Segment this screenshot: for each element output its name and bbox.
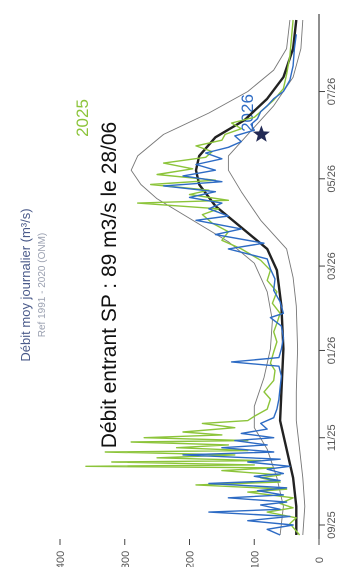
chart-title: Débit moy journalier (m³/s)	[18, 208, 33, 361]
value-tick-label-300: 300	[120, 551, 132, 567]
flow-annotation: Débit entrant SP : 89 m3/s le 28/06	[98, 122, 121, 448]
time-tick-label-11-25: 11/25	[326, 424, 338, 451]
time-tick-label-01-26: 01/26	[326, 337, 338, 365]
chart-subtitle: Ref 1991 - 2020 (ONM)	[37, 233, 48, 338]
reference-line-0	[130, 19, 291, 536]
time-tick-label-03-26: 03/26	[326, 252, 338, 280]
star-marker	[252, 125, 270, 142]
chart-title-group: Débit moy journalier (m³/s) Ref 1991 - 2…	[18, 208, 48, 361]
plot-area: 0 100 200 300 400 09/25 11/25 01/26 03/26 05/26 07…	[55, 14, 338, 567]
series-label-2026: 2026	[238, 94, 257, 132]
value-tick-label-400: 400	[55, 551, 67, 567]
value-tick-label-0: 0	[314, 557, 326, 563]
time-tick-label-09-25: 09/25	[326, 511, 338, 539]
value-tick-label-100: 100	[249, 551, 261, 567]
time-tick-label-07-26: 07/26	[326, 78, 338, 106]
time-tick-label-05-26: 05/26	[326, 165, 338, 193]
series-label-2025: 2025	[73, 99, 92, 137]
reference-line-1	[227, 19, 306, 536]
value-tick-label-200: 200	[185, 551, 197, 567]
reference-line-2	[194, 19, 298, 535]
series-line-2026	[162, 34, 297, 536]
